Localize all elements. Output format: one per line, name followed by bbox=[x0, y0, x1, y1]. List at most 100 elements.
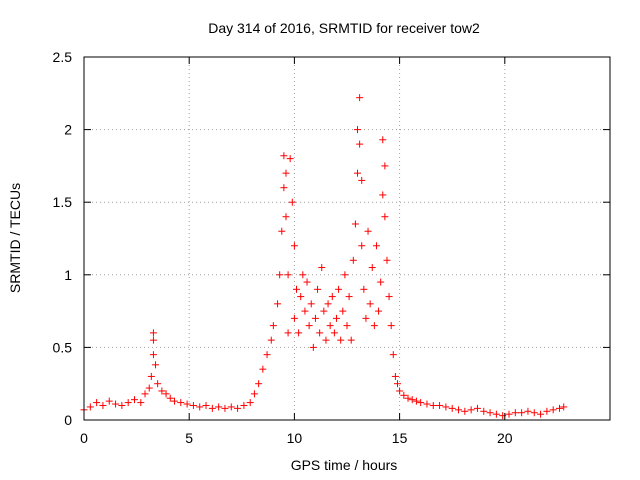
data-point bbox=[240, 401, 248, 409]
x-tick-label: 15 bbox=[392, 430, 408, 446]
data-point bbox=[86, 403, 94, 411]
data-point bbox=[280, 152, 288, 160]
data-point bbox=[404, 394, 412, 402]
data-point bbox=[130, 396, 138, 404]
data-point bbox=[137, 399, 145, 407]
data-point bbox=[166, 394, 174, 402]
data-point bbox=[99, 401, 107, 409]
data-point bbox=[387, 322, 395, 330]
data-point bbox=[351, 220, 359, 228]
data-point bbox=[189, 401, 197, 409]
data-point bbox=[362, 314, 370, 322]
data-point bbox=[276, 271, 284, 279]
data-point bbox=[332, 314, 340, 322]
data-point bbox=[349, 256, 357, 264]
data-point bbox=[436, 401, 444, 409]
data-point bbox=[417, 399, 425, 407]
data-point bbox=[286, 155, 294, 163]
grid-lines bbox=[84, 57, 610, 420]
data-point bbox=[377, 278, 385, 286]
x-tick-label: 10 bbox=[287, 430, 303, 446]
data-point bbox=[345, 293, 353, 301]
data-point bbox=[442, 403, 450, 411]
data-point bbox=[356, 140, 364, 148]
data-point bbox=[505, 410, 513, 418]
data-point bbox=[215, 403, 223, 411]
data-point bbox=[549, 406, 557, 414]
data-point bbox=[162, 390, 170, 398]
data-point bbox=[177, 399, 185, 407]
data-point bbox=[299, 271, 307, 279]
data-point bbox=[358, 176, 366, 184]
data-point bbox=[354, 126, 362, 134]
data-point bbox=[396, 387, 404, 395]
data-point bbox=[467, 406, 475, 414]
y-tick-label: 1 bbox=[64, 267, 72, 283]
data-point bbox=[341, 271, 349, 279]
data-point bbox=[152, 361, 160, 369]
data-point bbox=[278, 227, 286, 235]
data-point bbox=[112, 400, 120, 408]
data-point bbox=[326, 322, 334, 330]
data-point bbox=[480, 407, 488, 415]
data-point bbox=[328, 293, 336, 301]
data-point bbox=[301, 307, 309, 315]
data-point bbox=[448, 404, 456, 412]
data-point bbox=[368, 264, 376, 272]
data-point bbox=[360, 285, 368, 293]
data-point bbox=[370, 322, 378, 330]
data-point bbox=[290, 314, 298, 322]
data-point bbox=[389, 351, 397, 359]
data-point bbox=[282, 169, 290, 177]
data-point bbox=[486, 409, 494, 417]
data-point bbox=[307, 300, 315, 308]
data-point bbox=[170, 397, 178, 405]
chart-title: Day 314 of 2016, SRMTID for receiver tow… bbox=[208, 20, 480, 36]
data-point bbox=[141, 390, 149, 398]
data-point bbox=[339, 307, 347, 315]
data-point bbox=[322, 336, 330, 344]
data-points bbox=[80, 94, 568, 420]
data-point bbox=[290, 242, 298, 250]
data-point bbox=[358, 242, 366, 250]
data-point bbox=[208, 404, 216, 412]
data-point bbox=[347, 336, 355, 344]
data-point bbox=[356, 94, 364, 102]
data-point bbox=[145, 384, 153, 392]
data-point bbox=[524, 407, 532, 415]
data-point bbox=[305, 322, 313, 330]
data-point bbox=[246, 399, 254, 407]
data-point bbox=[372, 242, 380, 250]
data-point bbox=[324, 300, 332, 308]
data-point bbox=[118, 401, 126, 409]
data-point bbox=[284, 329, 292, 337]
data-point bbox=[381, 213, 389, 221]
data-point bbox=[267, 336, 275, 344]
y-tick-label: 0.5 bbox=[53, 339, 73, 355]
data-point bbox=[461, 407, 469, 415]
data-point bbox=[158, 387, 166, 395]
data-point bbox=[408, 396, 416, 404]
data-point bbox=[149, 336, 157, 344]
data-point bbox=[295, 329, 303, 337]
data-point bbox=[379, 136, 387, 144]
data-point bbox=[259, 365, 267, 373]
data-point bbox=[383, 256, 391, 264]
y-axis-label: SRMTID / TECUs bbox=[7, 183, 23, 293]
data-point bbox=[379, 191, 387, 199]
data-point bbox=[530, 409, 538, 417]
data-point bbox=[234, 404, 242, 412]
data-point bbox=[105, 397, 113, 405]
data-point bbox=[381, 162, 389, 170]
data-point bbox=[149, 351, 157, 359]
data-point bbox=[284, 271, 292, 279]
data-point bbox=[375, 307, 383, 315]
axis-ticks: 0 0.5 1 1.5 2 2.5 0 5 10 15 20 bbox=[53, 49, 610, 446]
data-point bbox=[263, 351, 271, 359]
data-point bbox=[560, 403, 568, 411]
data-point bbox=[511, 409, 519, 417]
data-point bbox=[288, 198, 296, 206]
data-point bbox=[320, 307, 328, 315]
y-tick-label: 0 bbox=[64, 412, 72, 428]
